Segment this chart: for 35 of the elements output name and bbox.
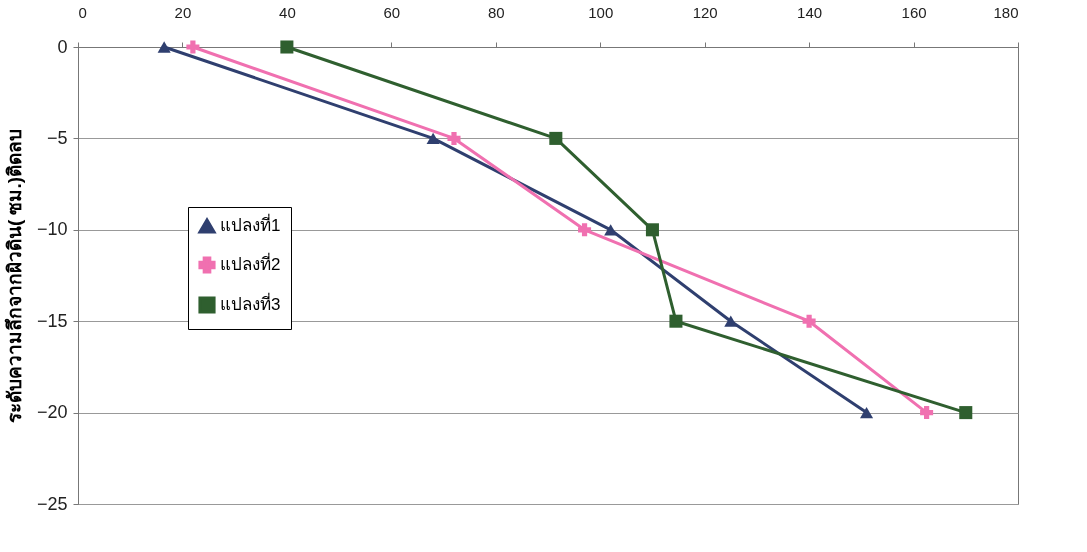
x-tick-label: 80 bbox=[487, 3, 505, 21]
legend-label: แปลงที่3 bbox=[220, 292, 281, 314]
x-tick-label: 20 bbox=[174, 3, 192, 21]
legend-label: แปลงที่1 bbox=[220, 213, 281, 235]
point bbox=[669, 314, 683, 328]
point bbox=[724, 315, 738, 327]
point bbox=[578, 223, 592, 237]
point bbox=[157, 41, 171, 53]
point bbox=[959, 406, 973, 420]
x-tick-label: 100 bbox=[588, 3, 614, 21]
point bbox=[549, 131, 563, 145]
x-tick-label: 60 bbox=[383, 3, 401, 21]
y-tick-label: 0 bbox=[57, 36, 68, 57]
y-tick-label: −5 bbox=[46, 127, 68, 148]
y-tick-label: −15 bbox=[36, 310, 68, 331]
x-tick-label: 180 bbox=[993, 3, 1019, 21]
y-tick-label: −25 bbox=[36, 493, 68, 514]
point bbox=[447, 131, 461, 145]
x-tick-label: 140 bbox=[797, 3, 823, 21]
y-tick-label: −10 bbox=[36, 219, 68, 240]
y-axis-title: ระดับความลึกจากผิวดิน( ซม.)ติดลบ bbox=[3, 128, 25, 424]
x-tick-label: 160 bbox=[901, 3, 927, 21]
point bbox=[920, 406, 934, 420]
point bbox=[280, 40, 294, 54]
x-tick-label: 40 bbox=[279, 3, 296, 21]
x-tick-label: 120 bbox=[692, 3, 718, 21]
y-tick-label: −20 bbox=[36, 402, 68, 423]
point bbox=[645, 223, 659, 237]
point bbox=[426, 132, 440, 145]
point bbox=[802, 314, 816, 328]
point bbox=[604, 224, 618, 236]
point bbox=[186, 40, 200, 54]
point bbox=[860, 406, 874, 419]
legend-label: แปลงที่2 bbox=[220, 252, 281, 274]
x-tick-label: 0 bbox=[78, 3, 87, 21]
